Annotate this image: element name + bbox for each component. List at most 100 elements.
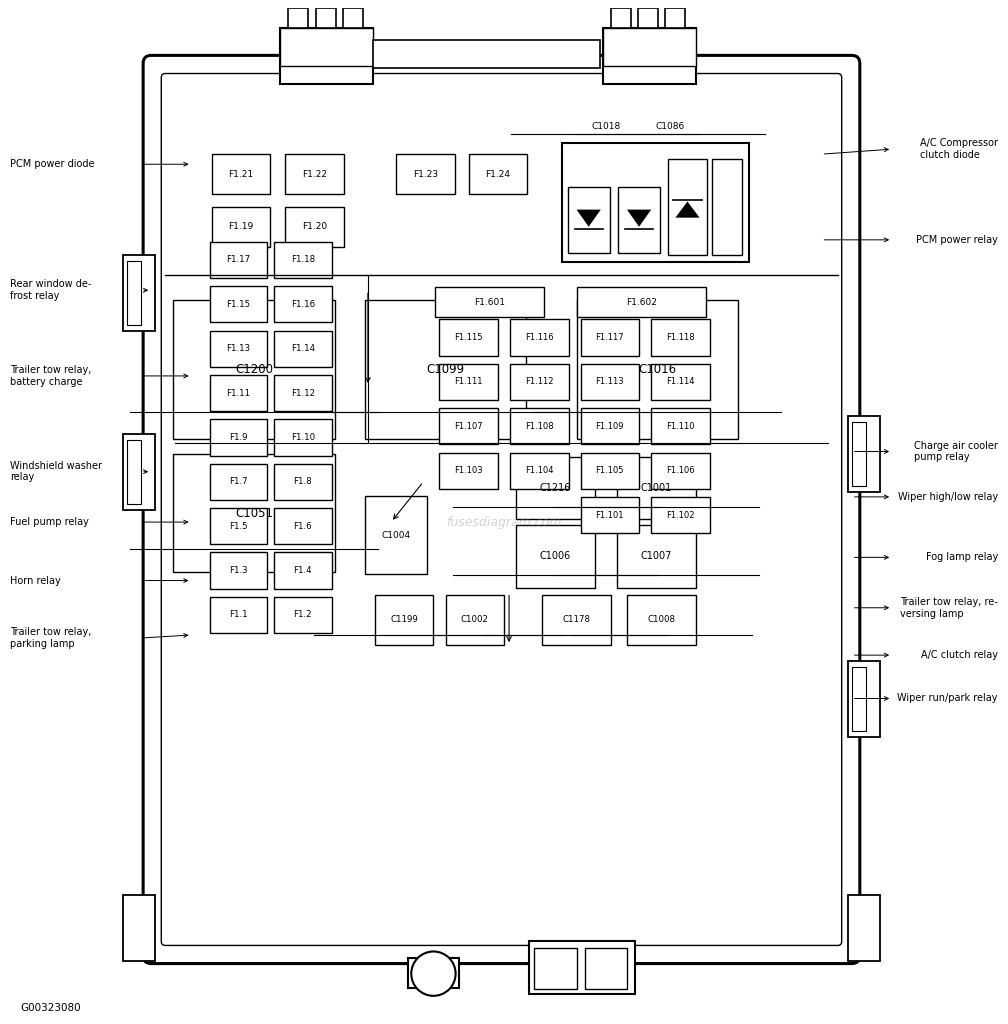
Text: F1.8: F1.8 [293, 477, 312, 486]
Text: F1.117: F1.117 [596, 333, 624, 342]
Bar [274, 375, 332, 412]
Text: F1.101: F1.101 [596, 511, 624, 519]
Bar [212, 155, 270, 195]
Bar [651, 409, 710, 444]
Bar [210, 375, 267, 412]
Text: C1007: C1007 [640, 551, 672, 561]
Bar [603, 29, 696, 67]
Bar [585, 948, 627, 989]
Text: F1.112: F1.112 [525, 378, 553, 386]
Bar [274, 419, 332, 456]
Text: Charge air cooler
pump relay: Charge air cooler pump relay [914, 440, 998, 462]
Text: F1.2: F1.2 [293, 610, 312, 620]
Text: F1.111: F1.111 [455, 378, 483, 386]
Bar [274, 331, 332, 367]
Text: F1.116: F1.116 [525, 333, 553, 342]
Bar [852, 422, 866, 485]
Text: F1.113: F1.113 [596, 378, 624, 386]
Bar [435, 287, 544, 317]
Bar [373, 40, 600, 69]
Bar [611, 8, 631, 28]
Bar [848, 662, 880, 737]
Text: PCM power relay: PCM power relay [916, 234, 998, 245]
Bar [651, 453, 710, 488]
Text: F1.9: F1.9 [229, 433, 248, 442]
Text: F1.109: F1.109 [596, 422, 624, 431]
Text: Rear window de-
frost relay: Rear window de- frost relay [10, 280, 92, 301]
Bar [316, 8, 336, 28]
Bar [581, 319, 639, 355]
Text: Windshield washer
relay: Windshield washer relay [10, 461, 102, 482]
Bar [529, 941, 635, 994]
Bar [439, 409, 498, 444]
Bar [603, 28, 696, 84]
Bar [617, 525, 696, 588]
Bar [127, 261, 141, 325]
Text: PCM power diode: PCM power diode [10, 160, 95, 169]
Text: F1.22: F1.22 [302, 170, 327, 179]
Bar [274, 552, 332, 589]
Text: Fog lamp relay: Fog lamp relay [925, 552, 998, 562]
Text: F1.24: F1.24 [486, 170, 510, 179]
Polygon shape [577, 210, 601, 226]
Text: F1.5: F1.5 [229, 521, 248, 530]
Bar [581, 364, 639, 400]
Text: F1.10: F1.10 [291, 433, 314, 442]
Text: F1.14: F1.14 [291, 344, 314, 353]
Text: F1.602: F1.602 [626, 298, 656, 307]
Bar [510, 409, 569, 444]
Bar [510, 319, 569, 355]
Text: F1.12: F1.12 [291, 388, 314, 397]
Text: Horn relay: Horn relay [10, 575, 60, 586]
Text: F1.106: F1.106 [666, 466, 695, 475]
Text: F1.17: F1.17 [227, 256, 250, 264]
Bar [280, 28, 373, 84]
Text: F1.11: F1.11 [227, 388, 250, 397]
Bar [668, 159, 707, 255]
Text: Fuel pump relay: Fuel pump relay [10, 517, 89, 527]
Bar [274, 464, 332, 500]
Text: Trailer tow relay, re-
versing lamp: Trailer tow relay, re- versing lamp [900, 597, 998, 618]
Text: F1.107: F1.107 [455, 422, 483, 431]
Bar [439, 364, 498, 400]
Text: F1.6: F1.6 [293, 521, 312, 530]
Bar [210, 287, 267, 323]
Text: C1008: C1008 [647, 615, 675, 625]
Bar [542, 595, 611, 645]
Bar [651, 497, 710, 534]
Text: C1018: C1018 [591, 122, 621, 131]
Text: F1.601: F1.601 [475, 298, 505, 307]
Polygon shape [627, 210, 651, 226]
Text: F1.115: F1.115 [455, 333, 483, 342]
Text: C1099: C1099 [426, 364, 465, 377]
Text: C1178: C1178 [562, 615, 591, 625]
Bar [712, 159, 742, 255]
Bar [210, 464, 267, 500]
Bar [173, 300, 335, 439]
Text: F1.114: F1.114 [666, 378, 695, 386]
Bar [274, 508, 332, 545]
Bar [848, 895, 880, 961]
Text: F1.20: F1.20 [302, 222, 327, 231]
Bar [439, 319, 498, 355]
Text: F1.19: F1.19 [228, 222, 254, 231]
Bar [568, 187, 610, 253]
Bar [274, 242, 332, 279]
Bar [439, 453, 498, 488]
Bar [510, 453, 569, 488]
Bar [210, 242, 267, 279]
Bar [280, 29, 373, 67]
Bar [210, 508, 267, 545]
Text: G00323080: G00323080 [20, 1002, 81, 1013]
Bar [617, 457, 696, 519]
Bar [210, 597, 267, 633]
Text: F1.102: F1.102 [666, 511, 695, 519]
Bar [581, 453, 639, 488]
Text: F1.4: F1.4 [293, 566, 312, 574]
Text: C1006: C1006 [539, 551, 572, 561]
Bar [469, 155, 527, 195]
Text: Trailer tow relay,
parking lamp: Trailer tow relay, parking lamp [10, 627, 92, 649]
Bar [408, 957, 459, 988]
Bar [516, 457, 595, 519]
Text: C1199: C1199 [390, 615, 418, 625]
